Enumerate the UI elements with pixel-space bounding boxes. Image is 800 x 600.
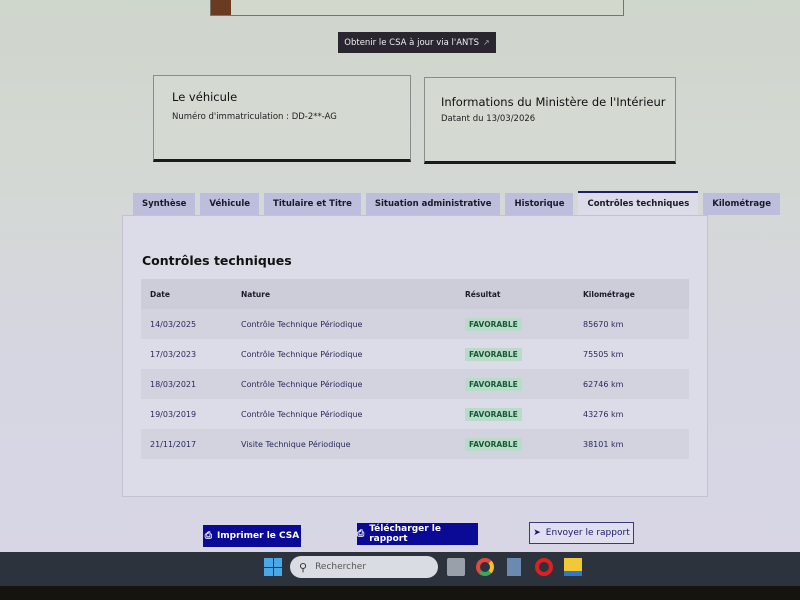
controls-table: Date Nature Résultat Kilométrage 14/03/2… xyxy=(141,279,689,459)
search-placeholder: Rechercher xyxy=(315,562,367,572)
chrome-icon[interactable] xyxy=(476,558,494,576)
section-title: Contrôles techniques xyxy=(142,253,292,268)
cell-nature: Contrôle Technique Périodique xyxy=(241,320,465,329)
tab-situation[interactable]: Situation administrative xyxy=(365,193,501,215)
table-row: 17/03/2023 Contrôle Technique Périodique F… xyxy=(141,339,689,369)
table-row: 14/03/2025 Contrôle Technique Périodique F… xyxy=(141,309,689,339)
cell-text: 38101 km xyxy=(583,439,624,449)
tab-panel: Contrôles techniques Date Nature Résulta… xyxy=(122,215,708,497)
tab-historique[interactable]: Historique xyxy=(505,193,574,215)
vehicle-card-title: Le véhicule xyxy=(172,90,238,104)
cell-text: 75505 km xyxy=(583,349,624,359)
cell-result: FAVORABLE xyxy=(465,437,583,451)
ministry-card-title: Informations du Ministère de l'Intérieur xyxy=(441,95,666,109)
print-label: Imprimer le CSA xyxy=(216,531,300,541)
table-row: 19/03/2019 Contrôle Technique Périodique F… xyxy=(141,399,689,429)
printer-icon: ⎙ xyxy=(357,529,365,539)
cell-date: 14/03/2025 xyxy=(141,320,241,329)
ants-csa-button[interactable]: Obtenir le CSA à jour via l'ANTS ↗ xyxy=(338,32,496,53)
tab-controles[interactable]: Contrôles techniques xyxy=(578,191,699,215)
cell-nature: Contrôle Technique Périodique xyxy=(241,350,465,359)
table-row: 21/11/2017 Visite Technique Périodique FAV… xyxy=(141,429,689,459)
col-date: Date xyxy=(150,289,170,299)
vehicle-card: Le véhicule Numéro d'immatriculation : D… xyxy=(153,75,411,162)
cell-text: Contrôle Technique Périodique xyxy=(241,409,363,419)
file-explorer-icon[interactable] xyxy=(564,558,582,576)
col-result: Résultat xyxy=(465,289,501,299)
cell-text: 17/03/2023 xyxy=(150,349,197,359)
cell-date: 17/03/2023 xyxy=(141,350,241,359)
cell-mileage: 43276 km xyxy=(583,410,683,419)
send-label: Envoyer le rapport xyxy=(545,528,630,538)
cell-text: Contrôle Technique Périodique xyxy=(241,379,363,389)
status-badge: FAVORABLE xyxy=(465,317,522,331)
cell-result: FAVORABLE xyxy=(465,377,583,391)
cell-text: 14/03/2025 xyxy=(150,319,197,329)
taskbar-search[interactable]: ⚲ Rechercher xyxy=(290,556,438,578)
table-header: Date Nature Résultat Kilométrage xyxy=(141,279,689,309)
cell-date: 21/11/2017 xyxy=(141,440,241,449)
cell-mileage: 62746 km xyxy=(583,380,683,389)
cell-nature: Visite Technique Périodique xyxy=(241,440,465,449)
cell-result: FAVORABLE xyxy=(465,317,583,331)
col-mileage: Kilométrage xyxy=(583,289,635,299)
cell-nature: Contrôle Technique Périodique xyxy=(241,410,465,419)
send-report-button[interactable]: ➤ Envoyer le rapport xyxy=(529,522,634,544)
print-csa-button[interactable]: ⎙ Imprimer le CSA xyxy=(203,525,301,547)
cell-text: 62746 km xyxy=(583,379,624,389)
cell-result: FAVORABLE xyxy=(465,407,583,421)
table-row: 18/03/2021 Contrôle Technique Périodique F… xyxy=(141,369,689,399)
calculator-icon[interactable] xyxy=(507,558,521,576)
cell-nature: Contrôle Technique Périodique xyxy=(241,380,465,389)
cell-result: FAVORABLE xyxy=(465,347,583,361)
cell-text: 43276 km xyxy=(583,409,624,419)
status-badge: FAVORABLE xyxy=(465,407,522,421)
download-label: Télécharger le rapport xyxy=(369,524,442,544)
send-icon: ➤ xyxy=(533,528,541,538)
col-nature: Nature xyxy=(241,289,271,299)
ministry-card: Informations du Ministère de l'Intérieur… xyxy=(424,77,676,164)
status-badge: FAVORABLE xyxy=(465,437,522,451)
cell-date: 18/03/2021 xyxy=(141,380,241,389)
cell-text: 85670 km xyxy=(583,319,624,329)
ministry-date: Datant du 13/03/2026 xyxy=(441,114,536,124)
download-report-button[interactable]: ⎙ Télécharger le rapport xyxy=(357,523,478,545)
cell-text: 19/03/2019 xyxy=(150,409,197,419)
cell-text: 18/03/2021 xyxy=(150,379,197,389)
printer-icon: ⎙ xyxy=(204,531,212,541)
windows-start-icon[interactable] xyxy=(264,558,282,576)
cell-text: Contrôle Technique Périodique xyxy=(241,319,363,329)
taskbar: ⚲ Rechercher xyxy=(0,552,800,586)
status-badge: FAVORABLE xyxy=(465,347,522,361)
cell-text: 21/11/2017 xyxy=(150,439,197,449)
cell-mileage: 85670 km xyxy=(583,320,683,329)
tab-bar: Synthèse Véhicule Titulaire et Titre Sit… xyxy=(133,191,780,215)
cell-text: Visite Technique Périodique xyxy=(241,439,351,449)
tab-titulaire[interactable]: Titulaire et Titre xyxy=(264,193,361,215)
cell-date: 19/03/2019 xyxy=(141,410,241,419)
notice-box xyxy=(210,0,624,16)
tab-vehicule[interactable]: Véhicule xyxy=(200,193,260,215)
cell-mileage: 75505 km xyxy=(583,350,683,359)
status-badge: FAVORABLE xyxy=(465,377,522,391)
cell-text: Contrôle Technique Périodique xyxy=(241,349,363,359)
task-view-icon[interactable] xyxy=(447,558,465,576)
monitor-bezel xyxy=(0,586,800,600)
opera-icon[interactable] xyxy=(535,558,553,576)
tab-kilometrage[interactable]: Kilométrage xyxy=(703,193,780,215)
external-link-icon: ↗ xyxy=(483,38,490,47)
search-icon: ⚲ xyxy=(299,560,308,574)
registration-number: Numéro d'immatriculation : DD-2**-AG xyxy=(172,112,337,122)
cell-mileage: 38101 km xyxy=(583,440,683,449)
tab-synthese[interactable]: Synthèse xyxy=(133,193,196,215)
notice-accent-bar xyxy=(211,0,231,15)
ants-button-label: Obtenir le CSA à jour via l'ANTS xyxy=(344,37,479,48)
